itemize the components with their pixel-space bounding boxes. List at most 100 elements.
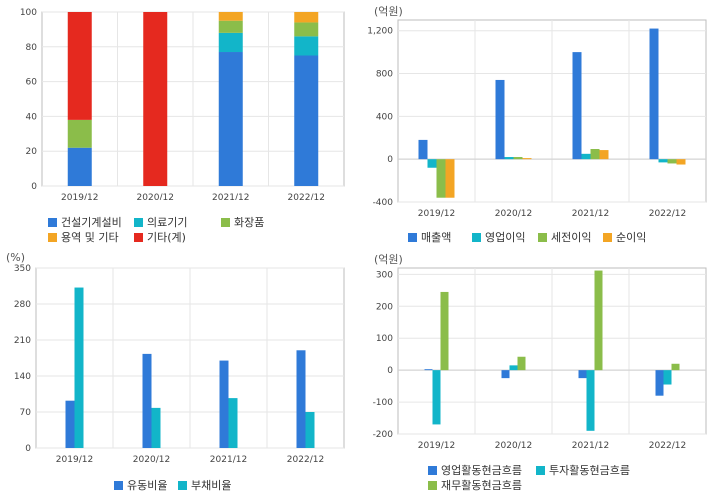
legend-item-composition-0[interactable]: 건설기계설비 — [48, 214, 122, 230]
y-tick-label: 0 — [25, 444, 31, 454]
legend-item-income-2[interactable]: 세전이익 — [538, 229, 591, 245]
y-tick-label: 60 — [26, 78, 38, 88]
y-tick-label: 800 — [376, 70, 393, 80]
legend-swatch — [538, 233, 547, 242]
bar-composition-건설기계설비 — [294, 55, 319, 186]
legend-item-composition-4[interactable]: 기타(계) — [134, 229, 186, 245]
bar-composition-기타(계) — [67, 12, 92, 120]
legend-swatch — [178, 481, 187, 490]
legend-label: 유동비율 — [127, 479, 168, 492]
bar-ratios-유동비율 — [142, 353, 152, 448]
y-tick-label: 100 — [20, 8, 37, 18]
legend-item-cashflow-1[interactable]: 투자활동현금흐름 — [536, 462, 630, 478]
x-tick-label: 2019/12 — [418, 441, 455, 451]
y-tick-label: 140 — [14, 372, 31, 382]
cashflow-unit-label: (억원) — [374, 253, 403, 266]
legend-label: 부채비율 — [191, 479, 232, 492]
bar-composition-화장품 — [218, 20, 243, 33]
bar-ratios-유동비율 — [65, 400, 75, 448]
bar-cashflow-영업활동현금흐름 — [424, 369, 433, 371]
legend-swatch — [48, 233, 57, 242]
bar-cashflow-투자활동현금흐름 — [586, 370, 595, 431]
bar-cashflow-재무활동현금흐름 — [671, 363, 680, 371]
composition-chart: 0 20 40 60 80 100 2019/12 2020/12 2021/12 2022/12 — [20, 8, 345, 200]
legend-swatch — [134, 218, 143, 227]
legend-item-cashflow-2[interactable]: 재무활동현금흐름 — [428, 477, 522, 493]
bar-cashflow-재무활동현금흐름 — [594, 270, 603, 371]
legend-swatch — [428, 466, 437, 475]
x-tick-label: 2020/12 — [137, 193, 174, 200]
bar-income-영업이익 — [504, 157, 514, 160]
legend-label: 투자활동현금흐름 — [549, 464, 630, 477]
y-tick-label: 0 — [31, 182, 37, 192]
x-tick-label: 2020/12 — [495, 209, 532, 219]
y-tick-label: 280 — [14, 300, 31, 310]
bar-income-순이익 — [599, 150, 609, 160]
legend-swatch — [428, 481, 437, 490]
y-tick-label: 40 — [26, 112, 38, 122]
ratio-chart-panel: (%) 0 70 140 210 280 350 2019/12 2020/12 2021/12… — [0, 248, 360, 496]
composition-chart-panel: 0 20 40 60 80 100 2019/12 2020/12 2021/12 2022/12… — [0, 0, 360, 248]
legend-item-income-1[interactable]: 영업이익 — [472, 229, 525, 245]
y-tick-label: 0 — [387, 155, 393, 165]
ratio-chart: 0 70 140 210 280 350 2019/12 2020/12 2021/12 2022… — [14, 264, 345, 465]
bar-income-순이익 — [676, 159, 686, 165]
income-chart: -400 0 400 800 1,200 2019/12 2020/12 2021/12 202… — [367, 19, 707, 219]
legend-swatch — [48, 218, 57, 227]
legend-item-ratio-1[interactable]: 부채비율 — [178, 477, 231, 493]
legend-label: 의료기기 — [147, 216, 188, 229]
x-tick-label: 2022/12 — [649, 441, 686, 451]
legend-item-composition-1[interactable]: 의료기기 — [134, 214, 187, 230]
bar-cashflow-투자활동현금흐름 — [432, 370, 441, 425]
legend-swatch — [221, 218, 230, 227]
bar-income-순이익 — [445, 159, 455, 198]
bar-composition-건설기계설비 — [67, 147, 92, 186]
y-tick-label: 350 — [14, 264, 31, 274]
bar-income-매출액 — [418, 139, 428, 160]
legend-item-income-0[interactable]: 매출액 — [408, 229, 451, 245]
x-tick-label: 2022/12 — [287, 455, 324, 465]
legend-label: 영업이익 — [485, 231, 526, 244]
y-tick-label: -400 — [373, 198, 394, 208]
composition-legend: 건설기계설비 의료기기 화장품 용역 및 기타 기타(계) — [0, 208, 360, 244]
legend-label: 화장품 — [234, 216, 265, 229]
y-tick-label: 70 — [20, 408, 32, 418]
ratio-unit-label: (%) — [6, 251, 26, 264]
y-tick-label: -100 — [373, 398, 394, 408]
legend-label: 기타(계) — [147, 231, 186, 244]
bar-composition-건설기계설비 — [218, 52, 243, 186]
y-tick-label: 100 — [376, 334, 393, 344]
bar-composition-화장품 — [67, 119, 92, 148]
y-tick-label: 200 — [376, 302, 393, 312]
legend-item-composition-2[interactable]: 화장품 — [221, 214, 264, 230]
bar-ratios-유동비율 — [296, 350, 306, 448]
bar-composition-용역 및 기타 — [218, 12, 243, 21]
y-tick-label: 210 — [14, 336, 31, 346]
cashflow-chart-panel: (억원) -200 -100 0 100 200 300 2019/12 2020/12 202… — [360, 248, 720, 496]
bar-cashflow-투자활동현금흐름 — [663, 370, 672, 385]
bar-cashflow-투자활동현금흐름 — [509, 365, 518, 371]
bar-income-매출액 — [495, 79, 505, 160]
cashflow-chart: -200 -100 0 100 200 300 2019/12 2020/12 2021/12 2… — [373, 267, 707, 451]
y-tick-label: 80 — [26, 43, 38, 53]
x-tick-label: 2020/12 — [133, 455, 170, 465]
bar-ratios-유동비율 — [219, 360, 229, 448]
bar-ratios-부채비율 — [74, 287, 84, 448]
legend-item-ratio-0[interactable]: 유동비율 — [114, 477, 167, 493]
legend-item-income-3[interactable]: 순이익 — [603, 229, 646, 245]
bar-composition-의료기기 — [218, 32, 243, 53]
x-tick-label: 2022/12 — [288, 193, 325, 200]
y-tick-label: 300 — [376, 270, 393, 280]
legend-item-composition-3[interactable]: 용역 및 기타 — [48, 229, 119, 245]
ratio-legend: 유동비율 부채비율 — [0, 474, 360, 494]
bar-income-매출액 — [649, 28, 659, 160]
x-tick-label: 2021/12 — [212, 193, 249, 200]
legend-label: 건설기계설비 — [61, 216, 122, 229]
legend-swatch — [536, 466, 545, 475]
legend-swatch — [408, 233, 417, 242]
legend-label: 매출액 — [421, 231, 452, 244]
legend-item-cashflow-0[interactable]: 영업활동현금흐름 — [428, 462, 522, 478]
legend-label: 용역 및 기타 — [61, 231, 119, 244]
legend-label: 재무활동현금흐름 — [441, 479, 522, 492]
x-tick-label: 2021/12 — [572, 441, 609, 451]
